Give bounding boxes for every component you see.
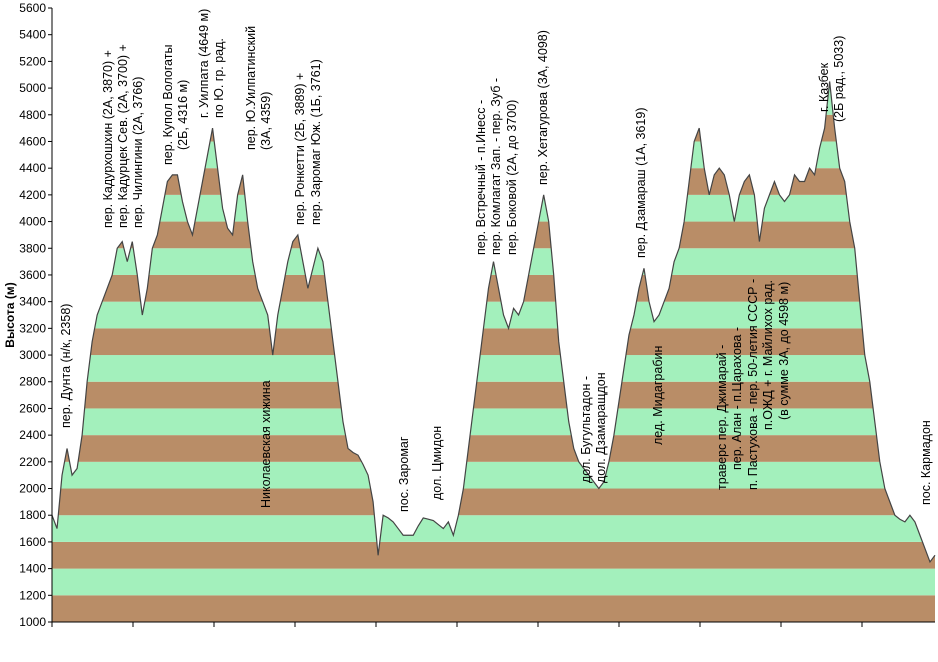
y-tick-label: 5000 (19, 81, 46, 95)
elevation-band (52, 568, 935, 596)
y-tick-label: 4800 (19, 108, 46, 122)
y-tick-label: 2200 (19, 455, 46, 469)
y-tick-label: 1200 (19, 588, 46, 602)
y-tick-label: 5600 (19, 1, 46, 15)
annotation: (в сумме 3А, до 4598 м) (777, 282, 791, 420)
annotation: пер. Дунта (н/к, 2358) (59, 304, 73, 428)
annotation: Николаевская хижина (259, 380, 273, 508)
annotation: пер. Ронкетти (2Б, 3889) + (293, 73, 307, 225)
elevation-band (52, 8, 935, 35)
annotation: дол. Дзамаращдон (594, 372, 608, 483)
elevation-band (52, 381, 935, 409)
y-tick-label: 3600 (19, 268, 46, 282)
elevation-band (52, 301, 935, 329)
y-tick-label: 1600 (19, 535, 46, 549)
elevation-band (52, 274, 935, 302)
y-tick-label: 3400 (19, 295, 46, 309)
y-tick-label: 5400 (19, 28, 46, 42)
annotation: пер. Кадурцек Сев. (2А, 3700) + (116, 44, 130, 228)
annotation: пос. Кармадон (919, 420, 933, 505)
y-tick-label: 4000 (19, 215, 46, 229)
profile-line (51, 81, 936, 564)
y-tick-label: 3200 (19, 321, 46, 335)
annotation: (3А, 4359) (259, 92, 273, 150)
elevation-band (52, 595, 935, 622)
annotation: пер. Заромаг Юж. (1Б, 3761) (309, 59, 323, 225)
annotation: пер. Чилингини (2А, 3766) (131, 77, 145, 228)
annotation: г. Казбек (817, 62, 831, 112)
elevation-band (52, 408, 935, 436)
elevation-band (52, 35, 935, 62)
y-tick-label: 2800 (19, 375, 46, 389)
annotation: (2Б, 4316 м) (176, 80, 190, 150)
annotation: (2Б рад., 5033) (832, 36, 846, 122)
annotation: пос. Заромаг (397, 436, 411, 512)
y-tick-label: 1000 (19, 615, 46, 629)
annotation: пер. Боковой (2А, до 3700) (505, 100, 519, 255)
y-tick-label: 1400 (19, 562, 46, 576)
y-tick-label: 4600 (19, 134, 46, 148)
annotation: дол. Цмидон (430, 426, 444, 500)
y-axis-label: Высота (м) (3, 282, 17, 347)
y-tick-label: 2000 (19, 482, 46, 496)
annotation: дол. Бугультадон - (579, 376, 593, 483)
y-tick-label: 3000 (19, 348, 46, 362)
annotation: п.ОЖД + г. Майлихох рад. (761, 280, 775, 430)
annotation: траверс пер. Джимарай - (715, 345, 729, 490)
elevation-band (52, 435, 935, 462)
elevation-band (52, 515, 935, 542)
annotation: пер. Дзамараш (1А, 3619) (634, 107, 648, 258)
annotation: г. Уилпата (4649 м) (197, 9, 211, 118)
elevation-band (52, 328, 935, 356)
y-tick-label: 1800 (19, 508, 46, 522)
y-tick-label: 2400 (19, 428, 46, 442)
y-tick-label: 4200 (19, 188, 46, 202)
annotation: пер. Кадурхошхин (2А, 3870) + (101, 50, 115, 228)
annotation: лед. Мидаграбин (651, 346, 665, 445)
annotation: пер. Алан - п.Царахова - (730, 327, 744, 470)
y-tick-label: 5200 (19, 54, 46, 68)
y-tick-label: 3800 (19, 241, 46, 255)
annotation: пер. Встречный - п.Инесс - (474, 100, 488, 255)
elevation-band (52, 488, 935, 516)
annotation: пер. Комлагат Зап. - пер. Зуб - (489, 78, 503, 255)
elevation-band (52, 355, 935, 382)
annotation: по Ю. гр. рад. (212, 38, 226, 118)
annotation: пер. Ю.Уилпатинский (244, 26, 258, 150)
annotation: пер. Хетагурова (3А, 4098) (536, 30, 550, 185)
annotation: п. Пастухова - пер. 50-летия СССР - (746, 279, 760, 490)
y-tick-label: 4400 (19, 161, 46, 175)
elevation-band (52, 541, 935, 569)
elevation-band (52, 461, 935, 489)
annotation: пер. Купол Вологаты (161, 45, 175, 165)
y-tick-label: 2600 (19, 401, 46, 415)
